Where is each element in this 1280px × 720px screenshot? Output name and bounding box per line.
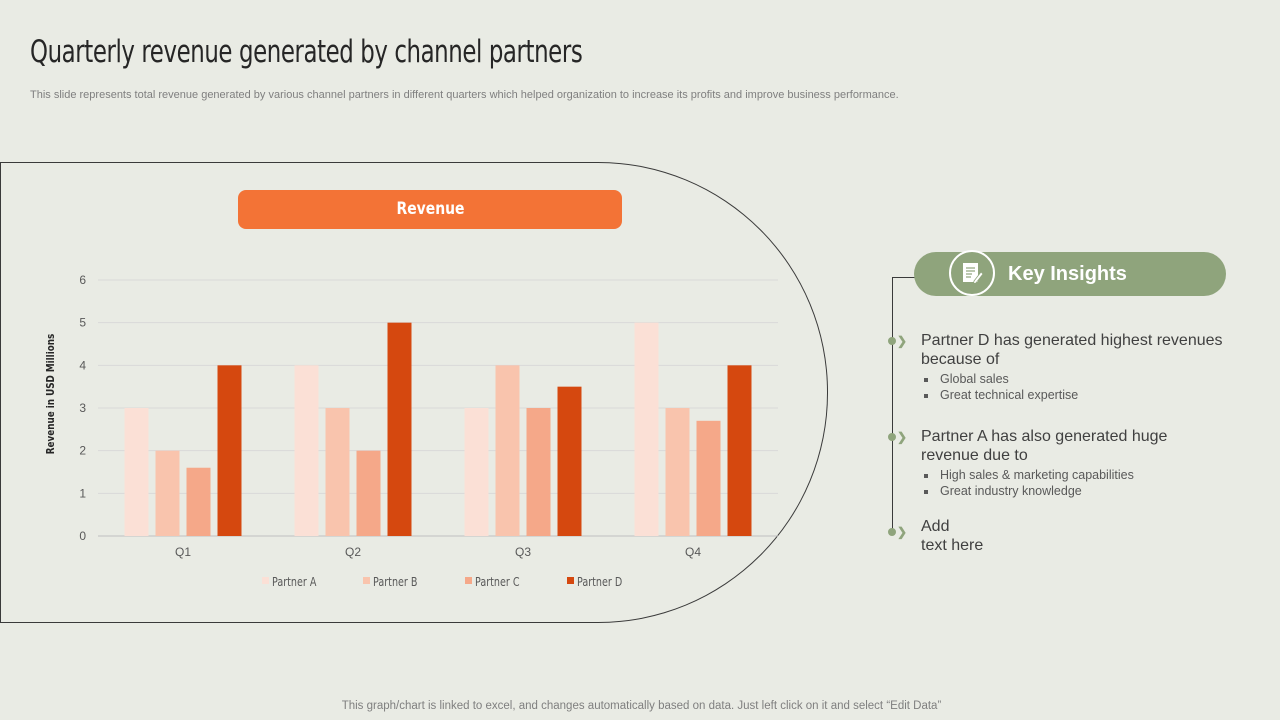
bar <box>356 450 381 536</box>
bar <box>727 365 752 536</box>
list-item: High sales & marketing capabilities <box>921 467 1134 483</box>
list-item: Global sales <box>921 371 1078 387</box>
revenue-banner-label: Revenue <box>395 199 465 219</box>
bar <box>634 322 659 536</box>
legend-label: Partner A <box>272 575 317 589</box>
y-tick-label: 0 <box>79 529 86 543</box>
bar <box>325 408 350 536</box>
legend-swatch <box>465 577 472 584</box>
bar <box>294 365 319 536</box>
x-tick-label: Q4 <box>685 545 701 559</box>
insight-marker-1 <box>888 337 896 345</box>
bar <box>665 408 690 536</box>
list-item: Great industry knowledge <box>921 483 1134 499</box>
insight-bullets-1: Global sales Great technical expertise <box>921 371 1078 403</box>
chevron-right-icon: ❯ <box>897 334 908 348</box>
insights-timeline-line <box>892 278 893 533</box>
legend-label: Partner B <box>373 575 418 589</box>
y-tick-label: 5 <box>79 316 86 330</box>
list-item: Great technical expertise <box>921 387 1078 403</box>
page-title: Quarterly revenue generated by channel p… <box>30 34 583 70</box>
key-insights-title: Key Insights <box>1008 263 1127 285</box>
legend-label: Partner C <box>475 575 520 589</box>
bar <box>526 408 551 536</box>
insights-timeline-connector <box>892 277 916 278</box>
bar <box>696 420 721 536</box>
insight-heading-2: Partner A has also generated huge revenu… <box>921 428 1168 464</box>
y-tick-label: 2 <box>79 444 86 458</box>
legend-swatch <box>363 577 370 584</box>
bar <box>124 408 149 536</box>
insight-marker-2 <box>888 433 896 441</box>
chevron-right-icon: ❯ <box>897 525 908 539</box>
insight-bullets-2: High sales & marketing capabilities Grea… <box>921 467 1134 499</box>
legend-swatch <box>567 577 574 584</box>
x-tick-label: Q2 <box>345 545 361 559</box>
document-edit-icon <box>949 250 995 296</box>
insight-marker-3 <box>888 528 896 536</box>
revenue-banner: Revenue <box>238 190 622 229</box>
insight-heading-1: Partner D has generated highest revenues… <box>921 332 1223 368</box>
page-subtitle: This slide represents total revenue gene… <box>30 89 899 101</box>
bar <box>387 322 412 536</box>
chevron-right-icon: ❯ <box>897 430 908 444</box>
y-tick-label: 4 <box>79 358 86 372</box>
bar <box>186 467 211 536</box>
y-tick-label: 6 <box>79 273 86 287</box>
legend-label: Partner D <box>577 575 622 589</box>
x-tick-label: Q3 <box>515 545 531 559</box>
y-tick-label: 3 <box>79 401 86 415</box>
chart-panel <box>0 162 828 623</box>
bar <box>557 386 582 536</box>
bar <box>464 408 489 536</box>
bar <box>155 450 180 536</box>
insight-heading-3[interactable]: Add text here <box>921 518 984 554</box>
bar <box>217 365 242 536</box>
y-axis-label: Revenue in USD Millions <box>45 334 57 455</box>
x-tick-label: Q1 <box>175 545 191 559</box>
footer-note: This graph/chart is linked to excel, and… <box>341 700 942 712</box>
legend-swatch <box>262 577 269 584</box>
y-tick-label: 1 <box>79 486 86 500</box>
bar <box>495 365 520 536</box>
